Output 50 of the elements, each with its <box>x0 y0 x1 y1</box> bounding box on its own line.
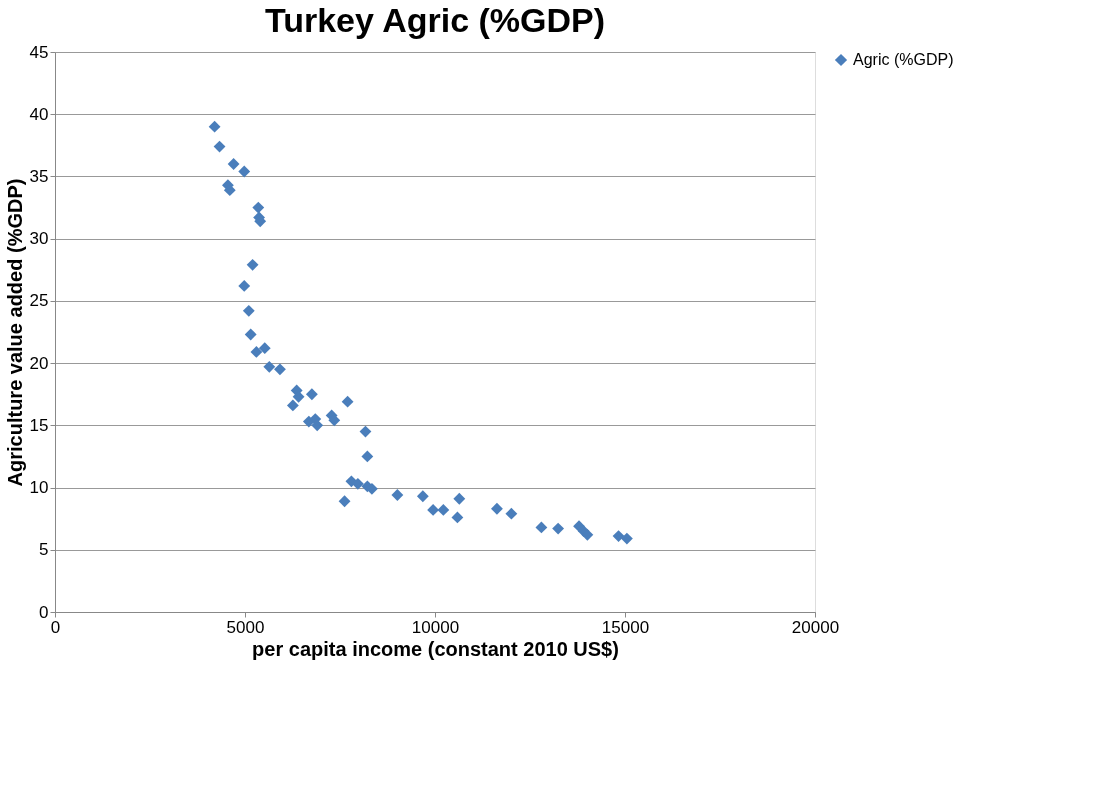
point <box>341 395 354 408</box>
y-tick-label: 25 <box>29 291 49 311</box>
point <box>581 528 594 541</box>
chart-title: Turkey Agric (%GDP) <box>264 1 606 39</box>
point <box>453 492 466 505</box>
point <box>359 425 372 438</box>
point <box>451 511 464 524</box>
legend-label: Agric (%GDP) <box>853 51 954 68</box>
point <box>612 530 625 542</box>
point <box>552 522 565 535</box>
point <box>263 360 276 373</box>
point <box>246 258 259 271</box>
x-tick-label: 20000 <box>791 617 840 637</box>
y-tick-label: 30 <box>29 229 49 249</box>
point <box>437 504 450 516</box>
point <box>391 489 404 501</box>
x-tick-label: 10000 <box>411 617 460 637</box>
y-tick-label: 35 <box>29 166 49 186</box>
point <box>286 399 299 412</box>
y-tick-label: 40 <box>29 104 49 124</box>
point <box>213 140 226 153</box>
point <box>208 120 221 133</box>
point <box>535 521 548 534</box>
point <box>491 502 503 515</box>
point <box>227 158 240 170</box>
point <box>238 280 251 292</box>
y-tick-label: 0 <box>39 602 49 622</box>
y-tick-label: 5 <box>39 540 49 560</box>
point <box>238 165 251 178</box>
point <box>250 346 263 358</box>
x-tick-label: 15000 <box>601 617 650 637</box>
x-axis-title: per capita income (constant 2010 US$) <box>252 637 619 660</box>
x-tick-label: 5000 <box>226 617 265 637</box>
point <box>620 532 633 545</box>
y-tick-label: 45 <box>29 42 49 62</box>
point <box>416 490 429 503</box>
y-axis-title: Agriculture value added (%GDP) <box>3 178 26 487</box>
point <box>252 201 265 214</box>
point <box>505 507 518 520</box>
point <box>338 495 351 508</box>
y-tick-label: 10 <box>29 478 49 498</box>
y-tick-label: 15 <box>29 415 49 435</box>
point <box>305 388 318 401</box>
y-tick-label: 20 <box>29 353 49 373</box>
point <box>258 342 271 355</box>
point <box>242 304 255 317</box>
point <box>274 363 286 376</box>
point <box>361 450 374 463</box>
point <box>244 328 257 341</box>
point <box>427 504 440 516</box>
